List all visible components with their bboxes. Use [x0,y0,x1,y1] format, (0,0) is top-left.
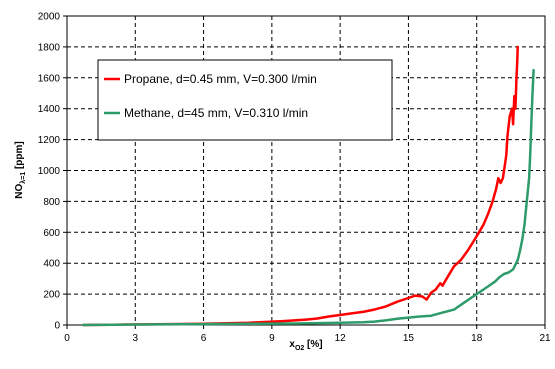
x-tick-label: 9 [269,333,275,344]
x-tick-label: 15 [403,333,415,344]
series-line-propane [81,45,519,327]
x-tick-label: 21 [539,333,551,344]
x-axis-title-subscript: O2 [295,345,304,352]
x-tick-label: 0 [64,333,70,344]
y-axis-title: NOλ=1 [ppm] [14,141,27,198]
y-tick-label: 1800 [38,42,61,53]
legend: Propane, d=0.45 mm, V=0.300 l/min Methan… [97,59,393,141]
x-tick-label: 3 [133,333,139,344]
y-tick-label: 0 [54,321,60,332]
legend-label-methane: Methane, d=45 mm, V=0.310 l/min [124,106,308,120]
y-tick-label: 2000 [38,12,61,23]
y-tick-label: 1400 [38,104,61,115]
y-tick-label: 400 [43,259,60,270]
series-line-methane [81,68,535,327]
y-tick-label: 200 [43,290,60,301]
legend-box [97,59,393,141]
x-tick-label: 6 [201,333,207,344]
y-axis-title-subscript: λ=1 [19,172,27,184]
y-tick-label: 1200 [38,135,61,146]
data-series [81,45,535,327]
x-tick-label: 12 [335,333,347,344]
y-tick-label: 800 [43,197,60,208]
y-tick-label: 1600 [38,73,61,84]
legend-label-propane: Propane, d=0.45 mm, V=0.300 l/min [124,72,317,86]
axis-ticks: 0 3 6 9 12 15 18 21 0 200 400 600 800 1000 1200 1400 160… [38,12,551,345]
y-tick-label: 600 [43,228,60,239]
x-axis-title: xO2 [%] [289,339,322,352]
x-tick-label: 18 [471,333,483,344]
y-tick-label: 1000 [38,166,61,177]
